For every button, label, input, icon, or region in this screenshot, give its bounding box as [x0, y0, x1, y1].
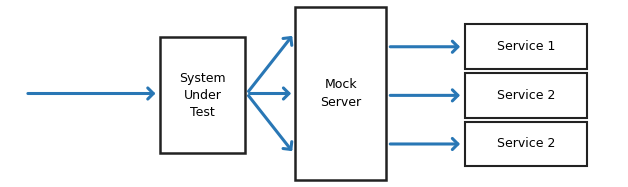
Bar: [295, 7, 386, 180]
Bar: [465, 73, 587, 118]
Text: Mock
Server: Mock Server: [320, 79, 361, 108]
Bar: [160, 37, 245, 153]
Text: Service 2: Service 2: [497, 89, 555, 102]
Text: System
Under
Test: System Under Test: [179, 72, 226, 119]
Text: Service 2: Service 2: [497, 137, 555, 151]
Bar: [465, 122, 587, 166]
Bar: [465, 24, 587, 69]
Text: Service 1: Service 1: [497, 40, 555, 53]
